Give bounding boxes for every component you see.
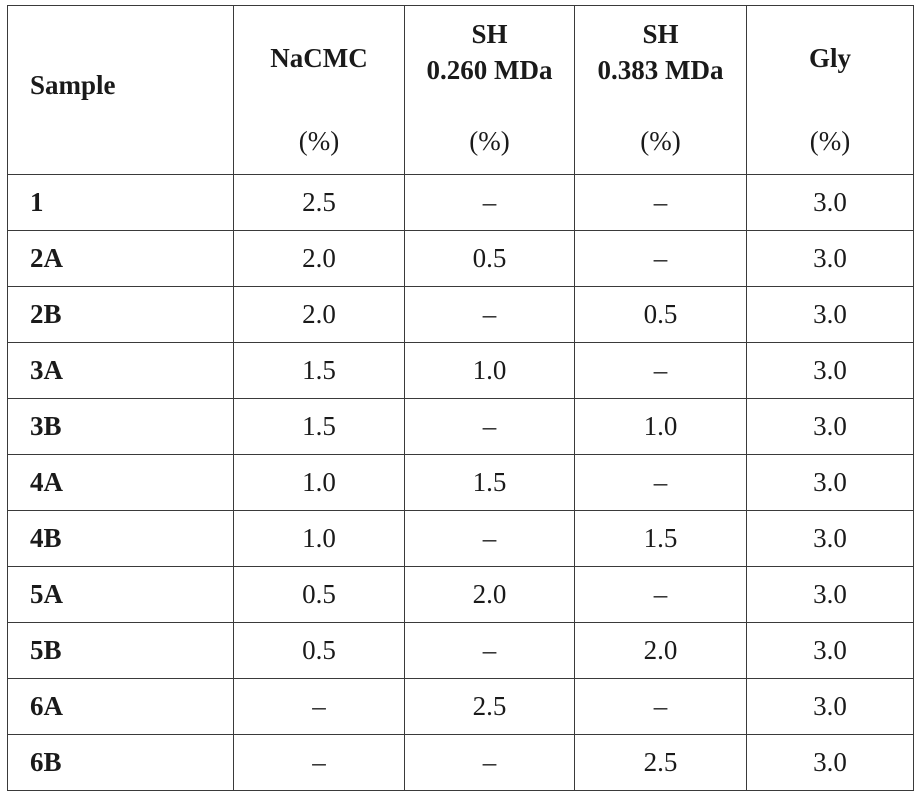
- cell-gly: 3.0: [746, 286, 914, 343]
- cell-sample: 3B: [7, 398, 234, 455]
- header-sh-0383-label: SH: [642, 19, 679, 49]
- header-row: Sample NaCMC (%) SH 0.260 MDa (%) SH 0.3…: [7, 5, 914, 175]
- composition-table: Sample NaCMC (%) SH 0.260 MDa (%) SH 0.3…: [7, 5, 914, 791]
- header-gly-unit: (%): [809, 126, 851, 156]
- cell-sh-0383: –: [574, 566, 747, 623]
- cell-sh-0260: –: [404, 622, 575, 679]
- cell-nacmc: 1.0: [233, 454, 405, 511]
- cell-gly: 3.0: [746, 566, 914, 623]
- cell-sh-0383: –: [574, 230, 747, 287]
- cell-nacmc: 2.0: [233, 286, 405, 343]
- table-row: 3A 1.5 1.0–3.0: [7, 342, 914, 399]
- table-row: 3B 1.5–1.0 3.0: [7, 398, 914, 455]
- cell-nacmc: 2.0: [233, 230, 405, 287]
- header-sh-0260-label: SH: [471, 19, 508, 49]
- cell-sh-0383: 2.5: [574, 734, 747, 791]
- header-sh-0383: SH 0.383 MDa (%): [574, 5, 747, 175]
- cell-gly: 3.0: [746, 230, 914, 287]
- table-row: 4B 1.0–1.5 3.0: [7, 510, 914, 567]
- cell-sh-0260: 1.5: [404, 454, 575, 511]
- cell-sh-0383: –: [574, 454, 747, 511]
- table-row: 5B 0.5–2.0 3.0: [7, 622, 914, 679]
- table-row: 4A 1.0 1.5–3.0: [7, 454, 914, 511]
- cell-nacmc: 0.5: [233, 566, 405, 623]
- cell-sh-0260: –: [404, 174, 575, 231]
- cell-nacmc: –: [233, 734, 405, 791]
- cell-sh-0383: –: [574, 342, 747, 399]
- cell-gly: 3.0: [746, 454, 914, 511]
- cell-sample: 2B: [7, 286, 234, 343]
- cell-sh-0260: 2.0: [404, 566, 575, 623]
- header-sh-0383-unit: (%): [640, 126, 681, 156]
- table-row: 5A 0.5 2.0–3.0: [7, 566, 914, 623]
- cell-sh-0260: –: [404, 734, 575, 791]
- header-sh-0260-unit: (%): [469, 126, 510, 156]
- cell-sh-0383: 2.0: [574, 622, 747, 679]
- cell-sh-0260: 2.5: [404, 678, 575, 735]
- cell-gly: 3.0: [746, 342, 914, 399]
- cell-nacmc: –: [233, 678, 405, 735]
- cell-sample: 1: [7, 174, 234, 231]
- cell-sh-0383: 1.0: [574, 398, 747, 455]
- header-nacmc-label: NaCMC: [270, 43, 368, 73]
- cell-gly: 3.0: [746, 510, 914, 567]
- cell-gly: 3.0: [746, 174, 914, 231]
- header-nacmc: NaCMC (%): [233, 5, 405, 175]
- cell-sh-0260: –: [404, 510, 575, 567]
- cell-sample: 5A: [7, 566, 234, 623]
- cell-nacmc: 1.0: [233, 510, 405, 567]
- cell-sample: 5B: [7, 622, 234, 679]
- header-sh-0260-mw: 0.260 MDa: [426, 55, 553, 85]
- table-row: 1 2.5– –3.0: [7, 174, 914, 231]
- cell-sh-0260: –: [404, 286, 575, 343]
- cell-nacmc: 1.5: [233, 342, 405, 399]
- cell-sh-0383: 0.5: [574, 286, 747, 343]
- cell-gly: 3.0: [746, 678, 914, 735]
- cell-sample: 3A: [7, 342, 234, 399]
- table-row: 6B – –2.5 3.0: [7, 734, 914, 791]
- header-gly: Gly (%): [746, 5, 914, 175]
- table-row: 2A 2.0 0.5–3.0: [7, 230, 914, 287]
- cell-sample: 4B: [7, 510, 234, 567]
- cell-gly: 3.0: [746, 622, 914, 679]
- header-sh-0260: SH 0.260 MDa (%): [404, 5, 575, 175]
- header-sh-0383-mw: 0.383 MDa: [597, 55, 724, 85]
- cell-nacmc: 0.5: [233, 622, 405, 679]
- cell-nacmc: 1.5: [233, 398, 405, 455]
- header-gly-label: Gly: [808, 43, 851, 73]
- cell-nacmc: 2.5: [233, 174, 405, 231]
- table-body: 1 2.5– –3.0 2A 2.0 0.5–3.0 2B 2.0–0.5 3.0 3A 1.5 1.…: [7, 174, 914, 791]
- cell-sh-0260: –: [404, 398, 575, 455]
- cell-sample: 6A: [7, 678, 234, 735]
- cell-gly: 3.0: [746, 398, 914, 455]
- cell-gly: 3.0: [746, 734, 914, 791]
- cell-sh-0383: –: [574, 174, 747, 231]
- table-row: 2B 2.0–0.5 3.0: [7, 286, 914, 343]
- cell-sh-0383: –: [574, 678, 747, 735]
- header-nacmc-unit: (%): [298, 126, 340, 156]
- header-sample: Sample: [7, 5, 234, 175]
- cell-sh-0260: 1.0: [404, 342, 575, 399]
- table-row: 6A –2.5–3.0: [7, 678, 914, 735]
- header-sample-label: Sample: [30, 70, 116, 100]
- cell-sample: 6B: [7, 734, 234, 791]
- cell-sample: 4A: [7, 454, 234, 511]
- cell-sh-0383: 1.5: [574, 510, 747, 567]
- cell-sh-0260: 0.5: [404, 230, 575, 287]
- cell-sample: 2A: [7, 230, 234, 287]
